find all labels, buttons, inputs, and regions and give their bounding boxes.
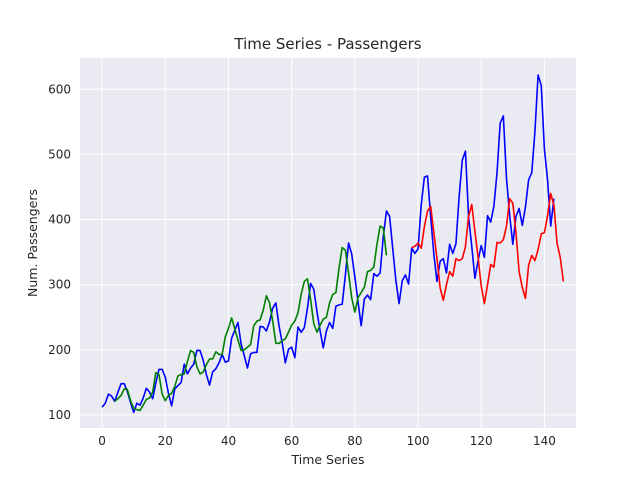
x-tick-label: 40: [221, 434, 236, 448]
x-axis-label: Time Series: [290, 452, 364, 467]
x-tick-label: 100: [407, 434, 430, 448]
test-prediction-line: [411, 192, 565, 305]
chart-title: Time Series - Passengers: [233, 35, 421, 53]
y-tick-labels: 100 200 300 400 500 600: [48, 82, 71, 422]
y-tick-label: 500: [48, 147, 71, 161]
y-tick-label: 200: [48, 343, 71, 357]
y-tick-label: 600: [48, 82, 71, 96]
y-tick-label: 400: [48, 213, 71, 227]
x-tick-labels: 0 20 40 60 80 100 120 140: [98, 434, 556, 448]
x-tick-label: 140: [533, 434, 556, 448]
x-tick-label: 120: [470, 434, 493, 448]
y-tick-label: 300: [48, 278, 71, 292]
x-tick-label: 20: [158, 434, 173, 448]
y-axis-label: Num. Passengers: [25, 189, 40, 297]
plot-area: [80, 58, 576, 428]
y-tick-label: 100: [48, 408, 71, 422]
x-tick-label: 0: [98, 434, 106, 448]
train-prediction-line: [114, 225, 388, 412]
x-tick-label: 60: [284, 434, 299, 448]
series-group: [101, 74, 565, 414]
x-tick-label: 80: [347, 434, 362, 448]
